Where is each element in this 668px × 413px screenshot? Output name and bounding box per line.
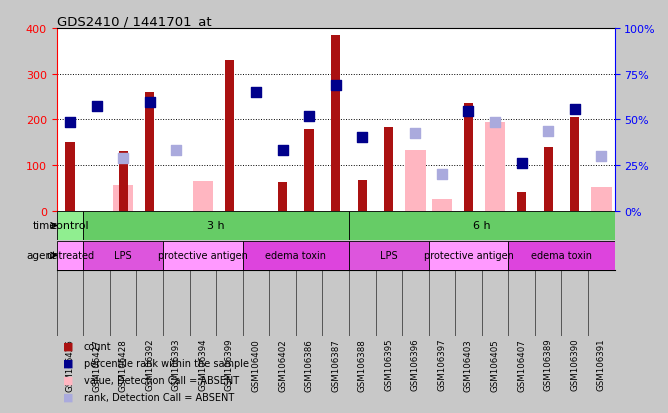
Bar — [57, 211, 84, 240]
Bar — [464, 104, 473, 211]
Bar — [384, 128, 393, 211]
Bar — [242, 241, 349, 270]
Point — [331, 83, 341, 90]
Bar — [118, 152, 128, 211]
Point — [543, 128, 554, 135]
Point — [65, 120, 75, 126]
Bar — [429, 241, 508, 270]
Point — [490, 119, 500, 126]
Text: 3 h: 3 h — [207, 221, 225, 231]
Bar — [432, 199, 452, 211]
Bar — [163, 241, 242, 270]
Bar — [349, 211, 615, 240]
Point — [92, 104, 102, 111]
Text: ■: ■ — [63, 375, 74, 385]
Text: LPS: LPS — [380, 251, 397, 261]
Point — [596, 153, 607, 160]
Text: LPS: LPS — [114, 251, 132, 261]
Point — [171, 147, 182, 154]
Bar — [224, 61, 234, 211]
Bar — [305, 130, 314, 211]
Bar — [113, 185, 134, 211]
Bar — [192, 181, 213, 211]
Bar — [278, 183, 287, 211]
Text: count: count — [84, 341, 111, 351]
Bar — [570, 118, 579, 211]
Text: edema toxin: edema toxin — [265, 251, 327, 261]
Bar — [84, 241, 163, 270]
Bar — [517, 193, 526, 211]
Point — [437, 171, 448, 178]
Bar — [485, 122, 505, 211]
Bar — [145, 93, 154, 211]
Text: ■: ■ — [63, 358, 74, 368]
Bar — [349, 241, 429, 270]
Point — [304, 113, 315, 120]
Bar — [591, 188, 611, 211]
Bar — [331, 36, 340, 211]
Bar — [84, 211, 349, 240]
Point — [118, 155, 128, 162]
Bar — [357, 180, 367, 211]
Text: control: control — [51, 221, 90, 231]
Point — [357, 134, 367, 140]
Text: untreated: untreated — [46, 251, 94, 261]
Point — [144, 100, 155, 106]
Bar — [65, 143, 75, 211]
Point — [569, 107, 580, 113]
Bar — [544, 147, 553, 211]
Point — [277, 147, 288, 154]
Bar — [57, 241, 84, 270]
Point — [410, 131, 421, 137]
Point — [516, 160, 527, 166]
Bar — [508, 241, 615, 270]
Text: value, Detection Call = ABSENT: value, Detection Call = ABSENT — [84, 375, 238, 385]
Text: protective antigen: protective antigen — [424, 251, 514, 261]
Text: ■: ■ — [63, 392, 74, 402]
Text: time: time — [33, 221, 56, 231]
Text: percentile rank within the sample: percentile rank within the sample — [84, 358, 248, 368]
Text: GDS2410 / 1441701_at: GDS2410 / 1441701_at — [57, 15, 211, 28]
Point — [250, 89, 261, 96]
Text: ■: ■ — [63, 341, 74, 351]
Text: rank, Detection Call = ABSENT: rank, Detection Call = ABSENT — [84, 392, 234, 402]
Text: protective antigen: protective antigen — [158, 251, 248, 261]
Bar — [405, 151, 426, 211]
Point — [463, 109, 474, 115]
Text: agent: agent — [26, 251, 56, 261]
Text: 6 h: 6 h — [473, 221, 490, 231]
Text: edema toxin: edema toxin — [531, 251, 592, 261]
